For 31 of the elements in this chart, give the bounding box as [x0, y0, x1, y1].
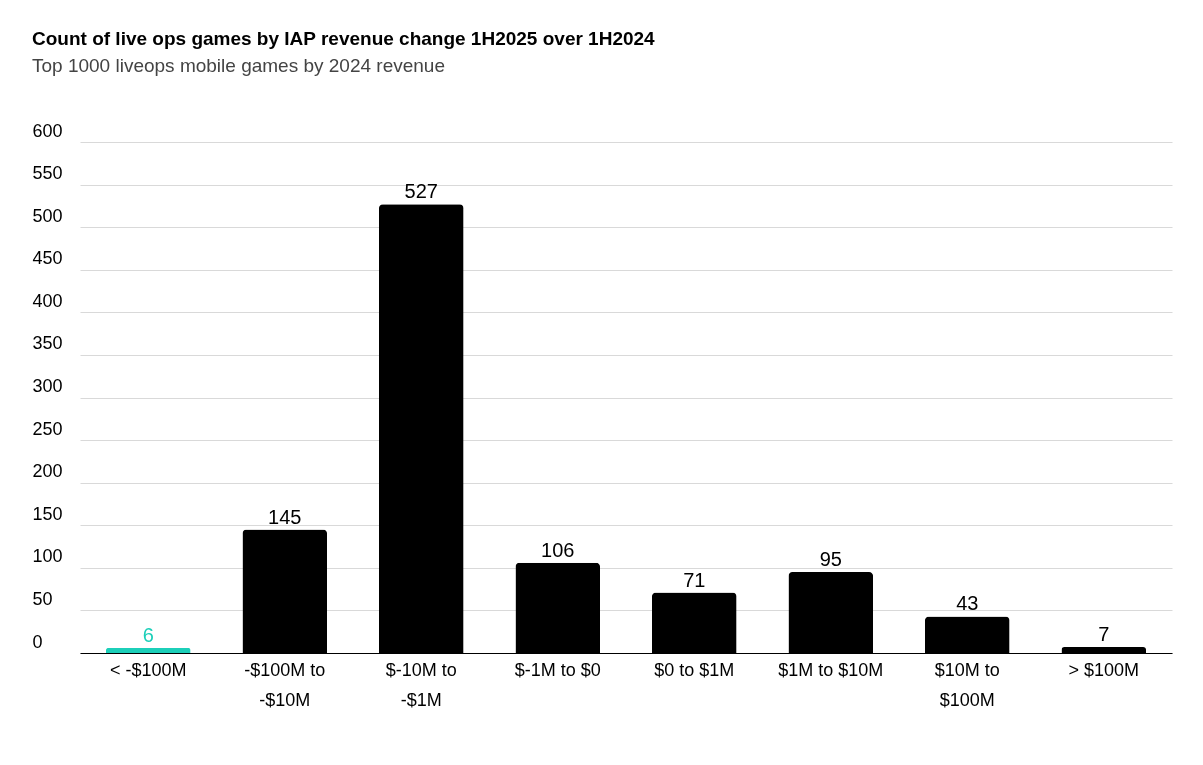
- x-tick-label: $0 to $1M: [654, 659, 735, 680]
- chart-title: Count of live ops games by IAP revenue change 1H2025 over 1H2024: [32, 28, 656, 49]
- data-label: 145: [268, 505, 302, 528]
- data-label: 106: [541, 538, 575, 561]
- y-tick-label: 0: [32, 631, 43, 652]
- x-tick-label: $10M to $100M: [934, 659, 1000, 710]
- data-label: 7: [1098, 623, 1110, 646]
- y-tick-label: 200: [32, 461, 63, 482]
- x-tick-label: $1M to $10M: [778, 659, 884, 680]
- x-tick-label: $-10M to -$1M: [385, 659, 457, 710]
- data-label: 527: [404, 180, 438, 203]
- y-tick-label: 550: [32, 163, 63, 184]
- data-label: 95: [819, 548, 842, 571]
- y-tick-label: 450: [32, 248, 63, 269]
- y-tick-label: 600: [32, 120, 63, 141]
- y-tick-label: 300: [32, 376, 63, 396]
- x-tick-label: $-1M to $0: [514, 659, 601, 680]
- x-tick-label: < -$100M: [109, 659, 187, 680]
- y-tick-label: 100: [32, 546, 63, 567]
- y-tick-label: 350: [32, 333, 63, 354]
- data-label: 6: [142, 623, 154, 646]
- data-label: 43: [956, 592, 979, 615]
- y-tick-label: 50: [32, 588, 53, 609]
- data-label: 71: [683, 568, 706, 591]
- chart-subtitle: Top 1000 liveops mobile games by 2024 revenue: [32, 55, 445, 76]
- y-tick-label: 150: [32, 503, 63, 524]
- x-tick-label: -$100M to -$10M: [244, 659, 326, 710]
- y-tick-label: 400: [32, 290, 63, 311]
- y-tick-label: 250: [32, 418, 63, 439]
- x-tick-label: > $100M: [1068, 659, 1140, 680]
- y-tick-label: 500: [32, 205, 63, 226]
